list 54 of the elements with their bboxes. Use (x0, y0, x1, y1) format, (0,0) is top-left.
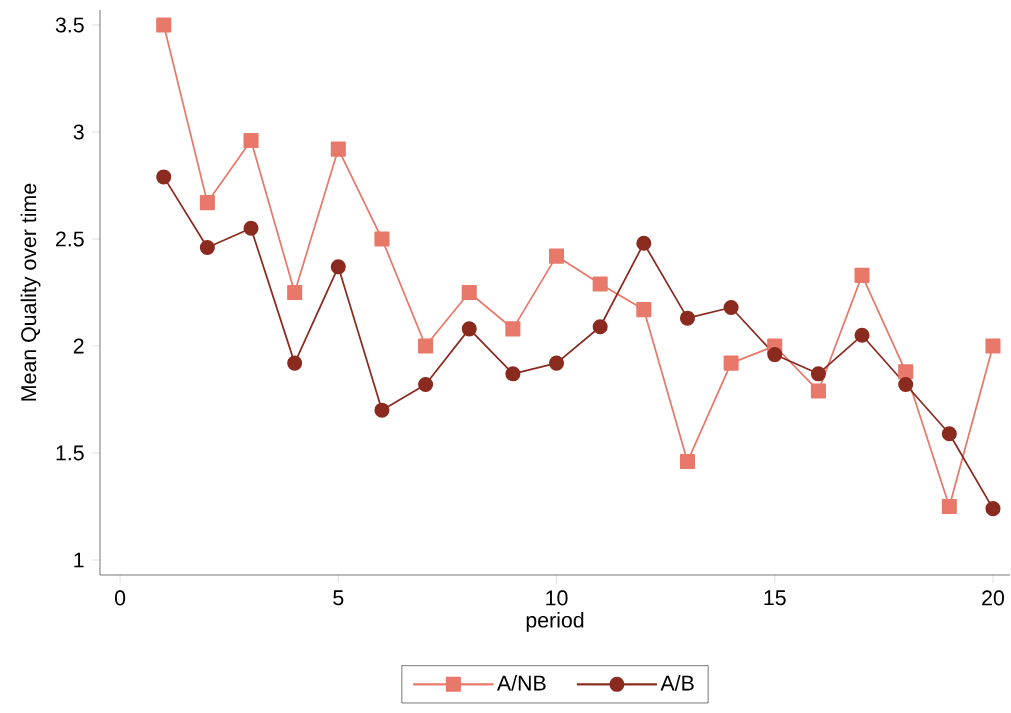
point (505, 321, 521, 337)
point (287, 355, 303, 371)
point (636, 302, 652, 318)
x-tick-label: 5 (333, 590, 344, 606)
point (243, 133, 259, 149)
x-axis-title: period (526, 611, 584, 632)
point (156, 169, 172, 185)
y-tick-label: 3 (73, 124, 84, 140)
point (418, 376, 434, 393)
point (548, 355, 565, 371)
x-tick-label: 10 (546, 590, 568, 606)
point (374, 402, 390, 418)
y-axis-title: Mean Quality over time (20, 183, 41, 401)
point (898, 376, 914, 393)
point (330, 259, 346, 275)
point (636, 235, 652, 251)
y-tick-label: 2 (73, 338, 84, 354)
y-tick-label: 1 (74, 552, 84, 568)
x-tick-label: 20 (982, 590, 1004, 606)
point (810, 383, 826, 399)
point (723, 355, 739, 371)
y-tick-label: 1.5 (56, 445, 84, 461)
point (767, 347, 783, 363)
x-tick-label: 15 (764, 590, 786, 606)
point (287, 284, 303, 301)
point (505, 366, 521, 382)
point (941, 498, 957, 515)
point (898, 364, 914, 380)
point (723, 299, 739, 316)
point (461, 284, 477, 301)
point (330, 141, 346, 157)
point (941, 426, 957, 442)
point (679, 454, 695, 470)
point (548, 248, 565, 264)
point (418, 338, 434, 354)
y-tick-label: 2.5 (56, 231, 84, 247)
point (199, 195, 215, 211)
point (985, 501, 1001, 517)
point (243, 220, 259, 236)
point (679, 310, 695, 326)
y-tick-label: 3.5 (55, 17, 84, 33)
point (854, 327, 870, 343)
x-tick-label: 0 (114, 590, 126, 606)
point (199, 240, 215, 256)
point (156, 17, 172, 33)
point (854, 267, 870, 283)
point (461, 321, 477, 337)
point (374, 231, 390, 247)
legend-label: A/B (660, 674, 694, 691)
point (985, 338, 1001, 354)
point (810, 366, 826, 382)
point (592, 319, 608, 335)
legend-label: A/NB (496, 674, 546, 691)
point (592, 276, 608, 292)
